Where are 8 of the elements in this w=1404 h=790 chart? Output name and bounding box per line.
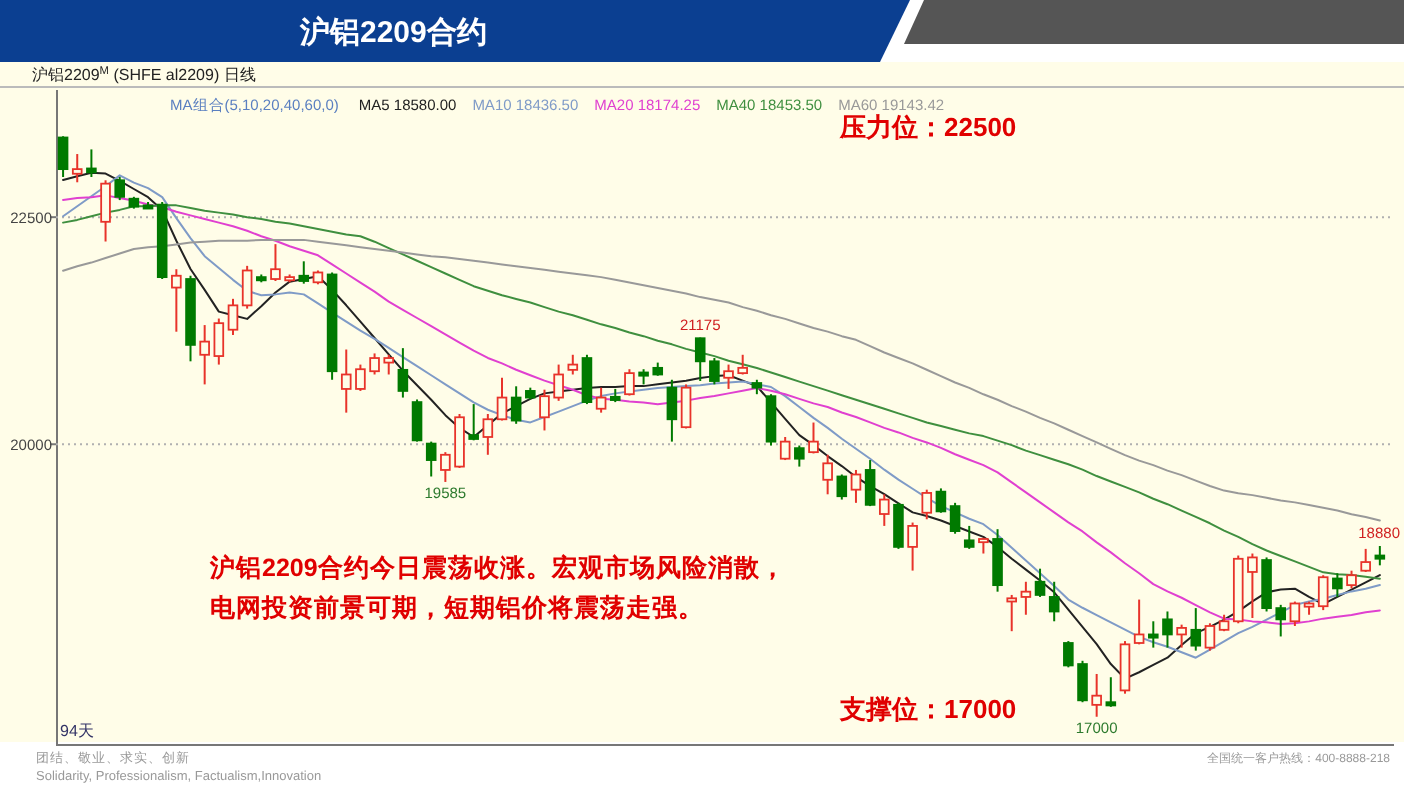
annotation: 压力位：22500 xyxy=(838,112,1017,142)
annotation: 电网投资前景可期，短期铝价将震荡走强。 xyxy=(210,592,704,622)
annotation: 94天 xyxy=(60,722,94,740)
chart-title: 沪铝2209合约 xyxy=(298,14,487,50)
annotation: 沪铝2209合约今日震荡收涨。宏观市场风险消散， xyxy=(208,552,786,582)
line-series xyxy=(62,238,1381,522)
chart-subtitle: 沪铝2209$^{M}$ (SHFE al2209) 日线 xyxy=(32,66,256,84)
annotation: 支撑位：17000 xyxy=(838,694,1017,724)
